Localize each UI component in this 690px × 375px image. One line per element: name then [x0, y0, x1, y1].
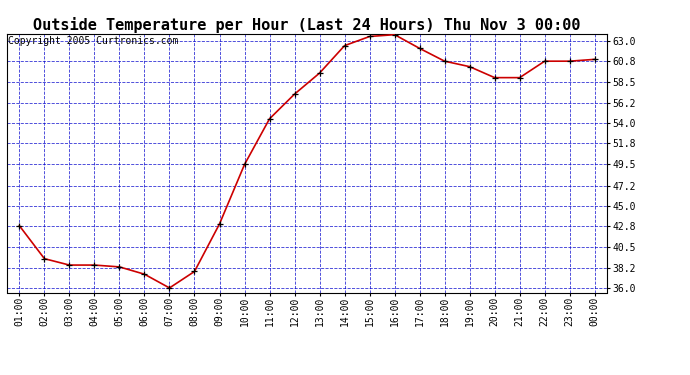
- Text: Copyright 2005 Curtronics.com: Copyright 2005 Curtronics.com: [8, 36, 179, 46]
- Title: Outside Temperature per Hour (Last 24 Hours) Thu Nov 3 00:00: Outside Temperature per Hour (Last 24 Ho…: [33, 16, 581, 33]
